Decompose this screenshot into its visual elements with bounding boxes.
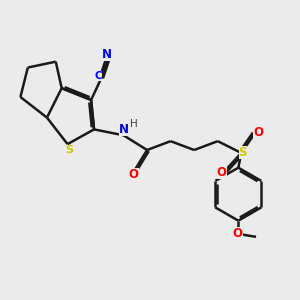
Text: N: N — [119, 123, 129, 136]
Text: O: O — [253, 126, 263, 139]
Text: N: N — [102, 48, 112, 62]
Text: O: O — [233, 227, 243, 240]
Text: C: C — [94, 71, 102, 81]
Text: S: S — [238, 146, 247, 159]
Text: S: S — [65, 145, 73, 155]
Text: O: O — [129, 168, 139, 181]
Text: O: O — [217, 166, 226, 178]
Text: H: H — [130, 119, 138, 129]
